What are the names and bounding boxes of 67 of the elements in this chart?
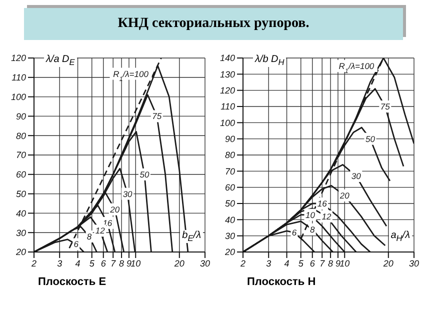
x-tick-label: 8 xyxy=(119,258,124,268)
x-axis-title: a$_{H}$/λ xyxy=(388,230,412,243)
x-tick-label: 2 xyxy=(239,258,246,268)
y-tick-label: 20 xyxy=(224,247,235,258)
series-label: 50 xyxy=(140,169,150,180)
y-tick-label: 140 xyxy=(220,53,235,64)
y-tick-label: 60 xyxy=(224,182,235,193)
series-label: 20 xyxy=(338,190,350,200)
y-tick-label: 70 xyxy=(224,166,235,176)
y-axis-title: λ/b D$_{H}$ xyxy=(253,54,286,67)
y-tick-label: 30 xyxy=(16,228,26,238)
x-tick-label: 4 xyxy=(75,258,80,268)
x-tick-label: 20 xyxy=(173,258,184,268)
series-label: 16 xyxy=(317,198,328,208)
y-tick-label: 40 xyxy=(16,208,26,218)
x-tick-label: 20 xyxy=(382,258,394,268)
x-tick-label: 7 xyxy=(110,258,117,268)
x-tick-label: 3 xyxy=(57,258,62,268)
series-label: R$_{1}$/λ=100 xyxy=(113,68,149,82)
x-tick-label: 9 xyxy=(335,258,340,268)
y-tick-label: 60 xyxy=(16,170,26,180)
y-tick-label: 90 xyxy=(16,111,26,122)
series-label: 75 xyxy=(380,102,390,112)
y-tick-label: 110 xyxy=(220,102,235,112)
y-axis-title: λ/a D$_{E}$ xyxy=(44,54,77,67)
x-tick-label: 9 xyxy=(126,258,132,268)
y-tick-label: 50 xyxy=(16,188,26,199)
x-tick-label: 30 xyxy=(408,258,420,268)
y-tick-label: 40 xyxy=(224,214,235,225)
y-tick-label: 80 xyxy=(16,130,26,141)
y-tick-label: 100 xyxy=(10,92,26,102)
x-tick-label: 3 xyxy=(266,258,272,268)
y-tick-label: 120 xyxy=(220,86,235,96)
x-tick-label: 5 xyxy=(298,258,304,268)
text: Плоскость H xyxy=(246,276,317,288)
x-tick-label: 6 xyxy=(310,258,315,268)
x-tick-label: 6 xyxy=(100,258,106,268)
series-label: 12 xyxy=(95,226,106,236)
y-tick-label: 130 xyxy=(220,69,235,80)
x-tick-label: 10 xyxy=(340,258,350,268)
y-tick-label: 110 xyxy=(12,72,26,83)
series-label: 10 xyxy=(305,210,316,220)
series-label: 50 xyxy=(365,134,376,144)
series-label: 75 xyxy=(152,111,162,122)
series-label: 12 xyxy=(322,211,332,222)
x-tick-label: 2 xyxy=(30,258,37,268)
text: Плоскость E xyxy=(37,276,108,288)
y-tick-label: 100 xyxy=(220,118,235,128)
y-tick-label: 80 xyxy=(224,150,235,160)
y-tick-label: 30 xyxy=(224,231,235,242)
x-tick-label: 7 xyxy=(320,258,326,268)
y-tick-label: 50 xyxy=(224,198,235,209)
series-label: 30 xyxy=(351,171,362,182)
x-axis-title: b$_{E}$/λ xyxy=(180,230,203,243)
y-tick-label: 120 xyxy=(10,53,26,64)
x-tick-label: 10 xyxy=(130,258,141,268)
y-tick-label: 70 xyxy=(16,150,26,160)
y-tick-label: 20 xyxy=(14,247,26,258)
x-tick-label: 5 xyxy=(89,258,96,268)
series-label: 20 xyxy=(109,204,120,214)
x-tick-label: 30 xyxy=(200,258,210,268)
x-tick-label: 4 xyxy=(284,258,290,268)
series-label: R$_{1}$/λ=100 xyxy=(338,61,374,74)
series-label: 30 xyxy=(122,188,133,199)
x-tick-label: 8 xyxy=(328,258,334,268)
y-tick-label: 90 xyxy=(224,134,235,144)
chart-title: КНД секториальных рупоров. xyxy=(24,8,403,40)
